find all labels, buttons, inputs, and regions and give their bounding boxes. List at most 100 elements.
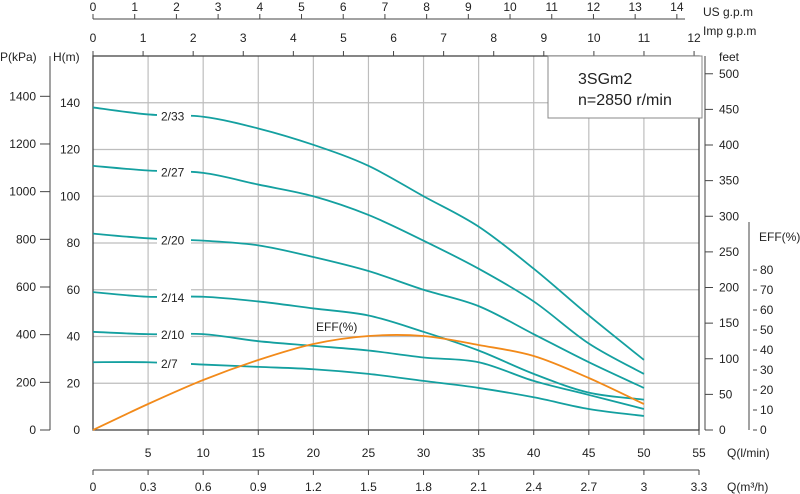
tick-label-feet: 450	[719, 102, 739, 116]
axis-label-q-lmin: Q(l/min)	[727, 446, 770, 460]
tick-label-q-m3h: 1.5	[360, 480, 377, 494]
tick-label-us-gpm: 11	[546, 0, 559, 14]
tick-label-us-gpm: 5	[298, 0, 305, 14]
tick-label-head-m: 0	[73, 423, 80, 437]
curve-label-bg	[157, 231, 191, 248]
tick-label-us-gpm: 0	[90, 0, 97, 14]
tick-label-imp-gpm: 1	[140, 31, 147, 45]
tick-label-imp-gpm: 0	[90, 31, 97, 45]
tick-label-q-lmin: 5	[145, 446, 152, 460]
tick-label-head-m: 140	[60, 96, 80, 110]
axis-label-feet: feet	[719, 50, 740, 64]
tick-label-head-m: 120	[60, 143, 80, 157]
tick-label-imp-gpm: 4	[290, 31, 297, 45]
tick-label-us-gpm: 7	[382, 0, 389, 14]
tick-label-q-m3h: 1.2	[305, 480, 322, 494]
curve-label-bg	[157, 107, 191, 124]
curve-label: 2/27	[161, 165, 185, 179]
tick-label-imp-gpm: 9	[540, 31, 547, 45]
tick-label-feet: 500	[719, 67, 739, 81]
tick-label-head-m: 20	[67, 376, 81, 390]
tick-label-feet: 50	[719, 387, 733, 401]
tick-label-pressure: 1400	[9, 89, 36, 103]
chart-title: 3SGm2	[578, 71, 632, 88]
tick-label-efficiency: 80	[760, 263, 774, 277]
tick-label-q-lmin: 10	[197, 446, 211, 460]
tick-label-efficiency: 40	[760, 343, 774, 357]
tick-label-feet: 150	[719, 316, 739, 330]
curve-label: 2/14	[161, 291, 185, 305]
tick-label-pressure: 1000	[9, 185, 36, 199]
tick-label-q-m3h: 0	[90, 480, 97, 494]
axis-label-us-gpm: US g.p.m	[703, 5, 753, 19]
tick-label-feet: 300	[719, 209, 739, 223]
tick-label-q-m3h: 3	[641, 480, 648, 494]
tick-label-efficiency: 10	[760, 403, 774, 417]
tick-label-q-m3h: 1.8	[415, 480, 432, 494]
tick-label-imp-gpm: 6	[390, 31, 397, 45]
tick-label-q-m3h: 0.6	[195, 480, 212, 494]
tick-label-us-gpm: 8	[423, 0, 430, 14]
tick-label-pressure: 400	[16, 328, 36, 342]
tick-label-imp-gpm: 8	[490, 31, 497, 45]
tick-label-q-lmin: 40	[527, 446, 541, 460]
tick-label-feet: 0	[719, 423, 726, 437]
axis-label-pressure: P(kPa)	[0, 50, 37, 64]
curve-label: 2/20	[161, 233, 185, 247]
axis-label-head-m: H(m)	[53, 50, 80, 64]
tick-label-q-m3h: 0.3	[140, 480, 157, 494]
efficiency-curve	[92, 334, 645, 431]
tick-label-q-lmin: 45	[582, 446, 596, 460]
tick-label-feet: 250	[719, 245, 739, 259]
tick-label-us-gpm: 13	[628, 0, 642, 14]
tick-label-efficiency: 0	[760, 423, 767, 437]
curve-label-bg	[157, 326, 191, 343]
tick-label-imp-gpm: 2	[190, 31, 197, 45]
plot-frame	[92, 55, 700, 431]
tick-label-efficiency: 30	[760, 363, 774, 377]
tick-label-pressure: 200	[16, 375, 36, 389]
tick-label-head-m: 40	[67, 330, 81, 344]
tick-label-imp-gpm: 5	[340, 31, 347, 45]
tick-label-us-gpm: 2	[173, 0, 180, 14]
tick-label-q-lmin: 15	[252, 446, 266, 460]
tick-label-q-lmin: 55	[692, 446, 706, 460]
tick-label-q-lmin: 20	[307, 446, 321, 460]
tick-label-head-m: 80	[67, 236, 81, 250]
tick-label-us-gpm: 4	[256, 0, 263, 14]
tick-label-us-gpm: 14	[670, 0, 684, 14]
tick-label-imp-gpm: 11	[638, 31, 651, 45]
curve-label-bg	[157, 163, 191, 180]
curve-label: 2/10	[161, 328, 185, 342]
tick-label-feet: 350	[719, 174, 739, 188]
tick-label-head-m: 60	[67, 283, 81, 297]
tick-label-q-m3h: 3.3	[691, 480, 708, 494]
tick-label-us-gpm: 12	[587, 0, 601, 14]
tick-label-pressure: 1200	[9, 137, 36, 151]
tick-label-us-gpm: 1	[131, 0, 138, 14]
tick-label-pressure: 0	[29, 423, 36, 437]
tick-label-imp-gpm: 7	[440, 31, 447, 45]
tick-label-q-lmin: 35	[472, 446, 486, 460]
tick-label-q-m3h: 2.7	[580, 480, 597, 494]
tick-label-q-m3h: 2.1	[470, 480, 487, 494]
tick-label-feet: 200	[719, 281, 739, 295]
tick-label-q-m3h: 2.4	[525, 480, 542, 494]
tick-label-efficiency: 60	[760, 303, 774, 317]
chart-subtitle: n=2850 r/min	[578, 92, 672, 109]
axis-label-efficiency: EFF(%)	[759, 230, 800, 244]
tick-label-efficiency: 70	[760, 283, 774, 297]
efficiency-curve-label: EFF(%)	[316, 320, 357, 334]
tick-label-efficiency: 50	[760, 323, 774, 337]
axis-label-imp-gpm: Imp g.p.m	[703, 24, 756, 38]
tick-label-feet: 100	[719, 352, 739, 366]
tick-label-q-m3h: 0.9	[250, 480, 267, 494]
tick-label-q-lmin: 25	[362, 446, 376, 460]
tick-label-imp-gpm: 10	[587, 31, 601, 45]
tick-label-head-m: 100	[60, 189, 80, 203]
tick-label-us-gpm: 3	[215, 0, 222, 14]
tick-label-q-lmin: 30	[417, 446, 431, 460]
tick-label-imp-gpm: 3	[240, 31, 247, 45]
